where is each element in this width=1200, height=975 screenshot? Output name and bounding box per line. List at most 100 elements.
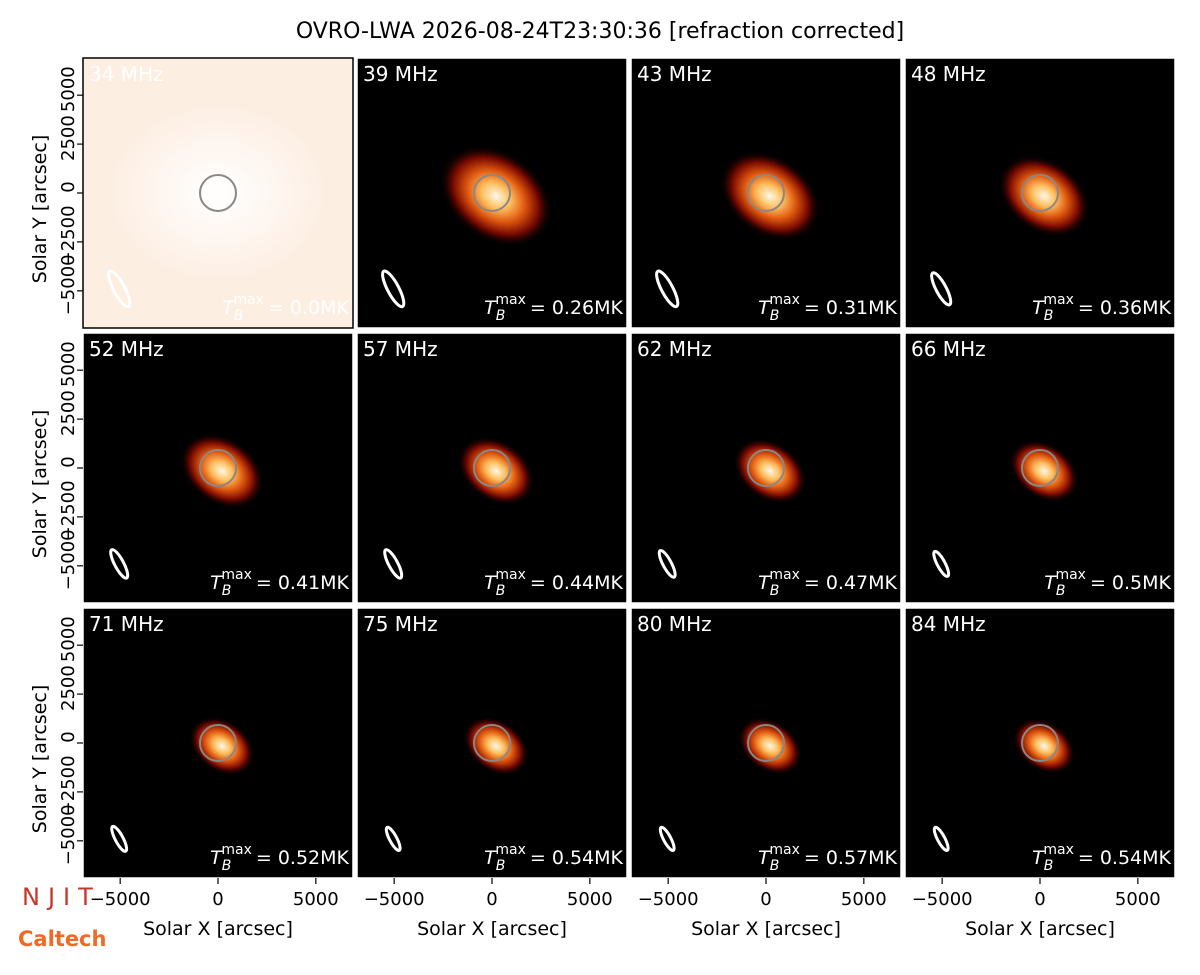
- tb-sup: max: [769, 567, 800, 583]
- tb-label: TBmax = 0.31MK: [758, 292, 897, 324]
- tb-label: TBmax = 0.5MK: [1044, 567, 1171, 599]
- panel-label: 57 MHz: [363, 337, 438, 361]
- tb-symbol: T: [758, 297, 771, 319]
- tb-sub: B: [496, 308, 506, 324]
- tb-text: = 0.54MK: [1078, 847, 1172, 869]
- beam: [658, 825, 676, 852]
- panel-frame: [356, 332, 628, 604]
- y-axis-label: Solar Y [arcsec]: [29, 685, 51, 833]
- tb-sub: B: [222, 858, 232, 874]
- solar-disk: [199, 724, 237, 762]
- solar-disk: [747, 449, 785, 487]
- solar-disk: [747, 724, 785, 762]
- y-tick-label: −5000: [58, 804, 79, 865]
- panel: 75 MHz TBmax = 0.54MK: [356, 607, 628, 879]
- tb-symbol: T: [484, 297, 497, 319]
- tb-symbol: T: [1032, 847, 1045, 869]
- tb-sup: max: [495, 567, 526, 583]
- image-glow: [108, 103, 328, 283]
- solar-disk: [199, 174, 237, 212]
- tb-label: TBmax = 0.26MK: [484, 292, 623, 324]
- y-axis-label: Solar Y [arcsec]: [29, 410, 51, 558]
- tb-sup: max: [769, 842, 800, 858]
- tb-sup: max: [1043, 842, 1074, 858]
- beam: [657, 548, 677, 579]
- tb-label: TBmax = 0.41MK: [210, 567, 349, 599]
- tb-sup: max: [495, 292, 526, 308]
- beam: [381, 269, 406, 309]
- y-tick-label: 0: [58, 731, 79, 742]
- y-tick-label: 0: [58, 456, 79, 467]
- tb-sup: max: [233, 292, 264, 308]
- tb-text: = 0.5MK: [1090, 572, 1172, 594]
- solar-disk: [473, 724, 511, 762]
- tb-symbol: T: [210, 572, 223, 594]
- tb-sup: max: [495, 842, 526, 858]
- x-tick-label: 5000: [841, 889, 887, 910]
- tb-sup: max: [1055, 567, 1086, 583]
- tb-text: = 0.0MK: [268, 297, 350, 319]
- solar-disk: [1021, 724, 1059, 762]
- tb-text: = 0.47MK: [804, 572, 898, 594]
- panel-label: 39 MHz: [363, 62, 438, 86]
- tb-text: = 0.31MK: [804, 297, 898, 319]
- emission: [998, 154, 1090, 238]
- emission: [457, 436, 535, 506]
- tb-label: TBmax = 0.52MK: [210, 842, 349, 874]
- tb-text: = 0.52MK: [256, 847, 350, 869]
- y-tick-label: 2500: [58, 390, 79, 436]
- beam: [932, 825, 950, 852]
- x-tick-label: 0: [486, 889, 497, 910]
- y-tick-label: 2500: [58, 665, 79, 711]
- beam: [932, 549, 951, 578]
- njit-logo: NJIT: [22, 883, 101, 911]
- beam: [109, 548, 130, 580]
- beam: [383, 548, 404, 580]
- y-tick-label: 2500: [58, 115, 79, 161]
- x-tick-label: 5000: [1115, 889, 1161, 910]
- tb-sub: B: [234, 308, 244, 324]
- tb-text: = 0.41MK: [256, 572, 350, 594]
- x-tick-label: 0: [1034, 889, 1045, 910]
- x-tick-label: −5000: [638, 889, 699, 910]
- beam: [384, 825, 402, 852]
- tb-sub: B: [1056, 583, 1066, 599]
- panel: 57 MHz TBmax = 0.44MK: [356, 332, 628, 604]
- panel: 52 MHz TBmax = 0.41MK: [82, 332, 354, 604]
- x-axis-label: Solar X [arcsec]: [691, 918, 841, 940]
- tb-sub: B: [1044, 858, 1054, 874]
- solar-disk: [1021, 174, 1059, 212]
- tb-sup: max: [1043, 292, 1074, 308]
- tb-label: TBmax = 0.36MK: [1032, 292, 1171, 324]
- solar-disk: [1021, 449, 1059, 487]
- solar-disk: [199, 449, 237, 487]
- x-tick-label: −5000: [912, 889, 973, 910]
- tb-sup: max: [769, 292, 800, 308]
- x-tick-label: 0: [760, 889, 771, 910]
- emission: [733, 438, 807, 504]
- panel: 84 MHz TBmax = 0.54MK: [904, 607, 1176, 879]
- tb-label: TBmax = 0.44MK: [484, 567, 623, 599]
- panel-label: 62 MHz: [637, 337, 712, 361]
- y-tick-label: −2500: [58, 480, 79, 541]
- tb-symbol: T: [1044, 572, 1057, 594]
- panel: 34 MHz TBmax = 0.0MK: [82, 57, 354, 329]
- x-tick-label: 5000: [293, 889, 339, 910]
- panel: 71 MHz TBmax = 0.52MK: [82, 607, 354, 879]
- y-tick-label: 5000: [58, 66, 79, 112]
- panel-frame: [356, 57, 628, 329]
- panel-label: 71 MHz: [89, 612, 164, 636]
- emission: [719, 150, 821, 242]
- x-tick-label: 5000: [567, 889, 613, 910]
- tb-sub: B: [496, 583, 506, 599]
- x-tick-label: 0: [212, 889, 223, 910]
- beam: [930, 271, 953, 307]
- tb-sup: max: [221, 842, 252, 858]
- panel-label: 66 MHz: [911, 337, 986, 361]
- tb-text: = 0.36MK: [1078, 297, 1172, 319]
- panel-label: 84 MHz: [911, 612, 986, 636]
- y-tick-label: 5000: [58, 341, 79, 387]
- beam: [110, 824, 129, 853]
- panel-label: 43 MHz: [637, 62, 712, 86]
